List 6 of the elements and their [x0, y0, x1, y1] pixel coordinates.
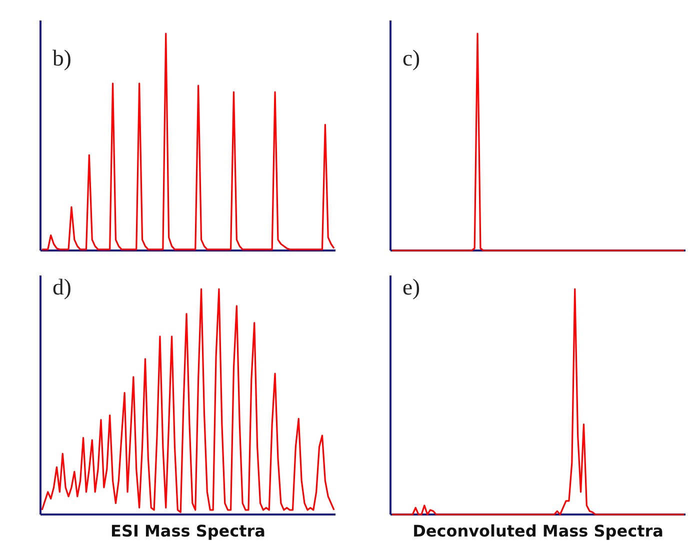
text: Deconvoluted Mass Spectra — [412, 522, 664, 540]
annotation: d) — [52, 274, 72, 300]
annotation: c) — [402, 46, 420, 70]
annotation: e) — [402, 274, 420, 300]
annotation: b) — [52, 46, 72, 70]
text: ESI Mass Spectra — [110, 522, 266, 540]
